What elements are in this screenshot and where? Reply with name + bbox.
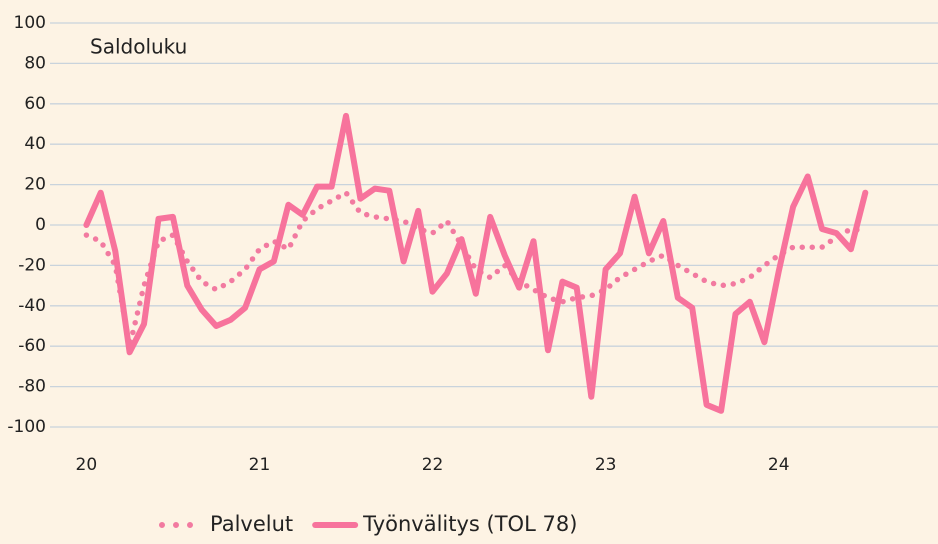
y-tick-label: 40 [24, 134, 46, 154]
line-series [83, 189, 869, 349]
legend-label: Työnvälitys (TOL 78) [362, 512, 577, 536]
y-tick-label: 20 [24, 175, 46, 195]
chart-subtitle: Saldoluku [90, 35, 187, 59]
y-tick-label: -80 [18, 377, 46, 397]
y-tick-label: 100 [14, 13, 46, 33]
y-tick-label: -20 [18, 255, 46, 275]
legend-label: Palvelut [210, 512, 293, 536]
x-tick-label: 23 [595, 455, 617, 475]
y-tick-label: -60 [18, 336, 46, 356]
y-tick-label: -40 [18, 296, 46, 316]
x-tick-label: 20 [76, 455, 98, 475]
y-tick-label: 60 [24, 94, 46, 114]
x-tick-label: 24 [768, 455, 790, 475]
y-tick-label: -100 [7, 417, 46, 437]
y-tick-label: 0 [35, 215, 46, 235]
x-tick-label: 22 [422, 455, 444, 475]
x-tick-label: 21 [249, 455, 271, 475]
line-series [83, 112, 869, 414]
y-tick-label: 80 [24, 53, 46, 73]
